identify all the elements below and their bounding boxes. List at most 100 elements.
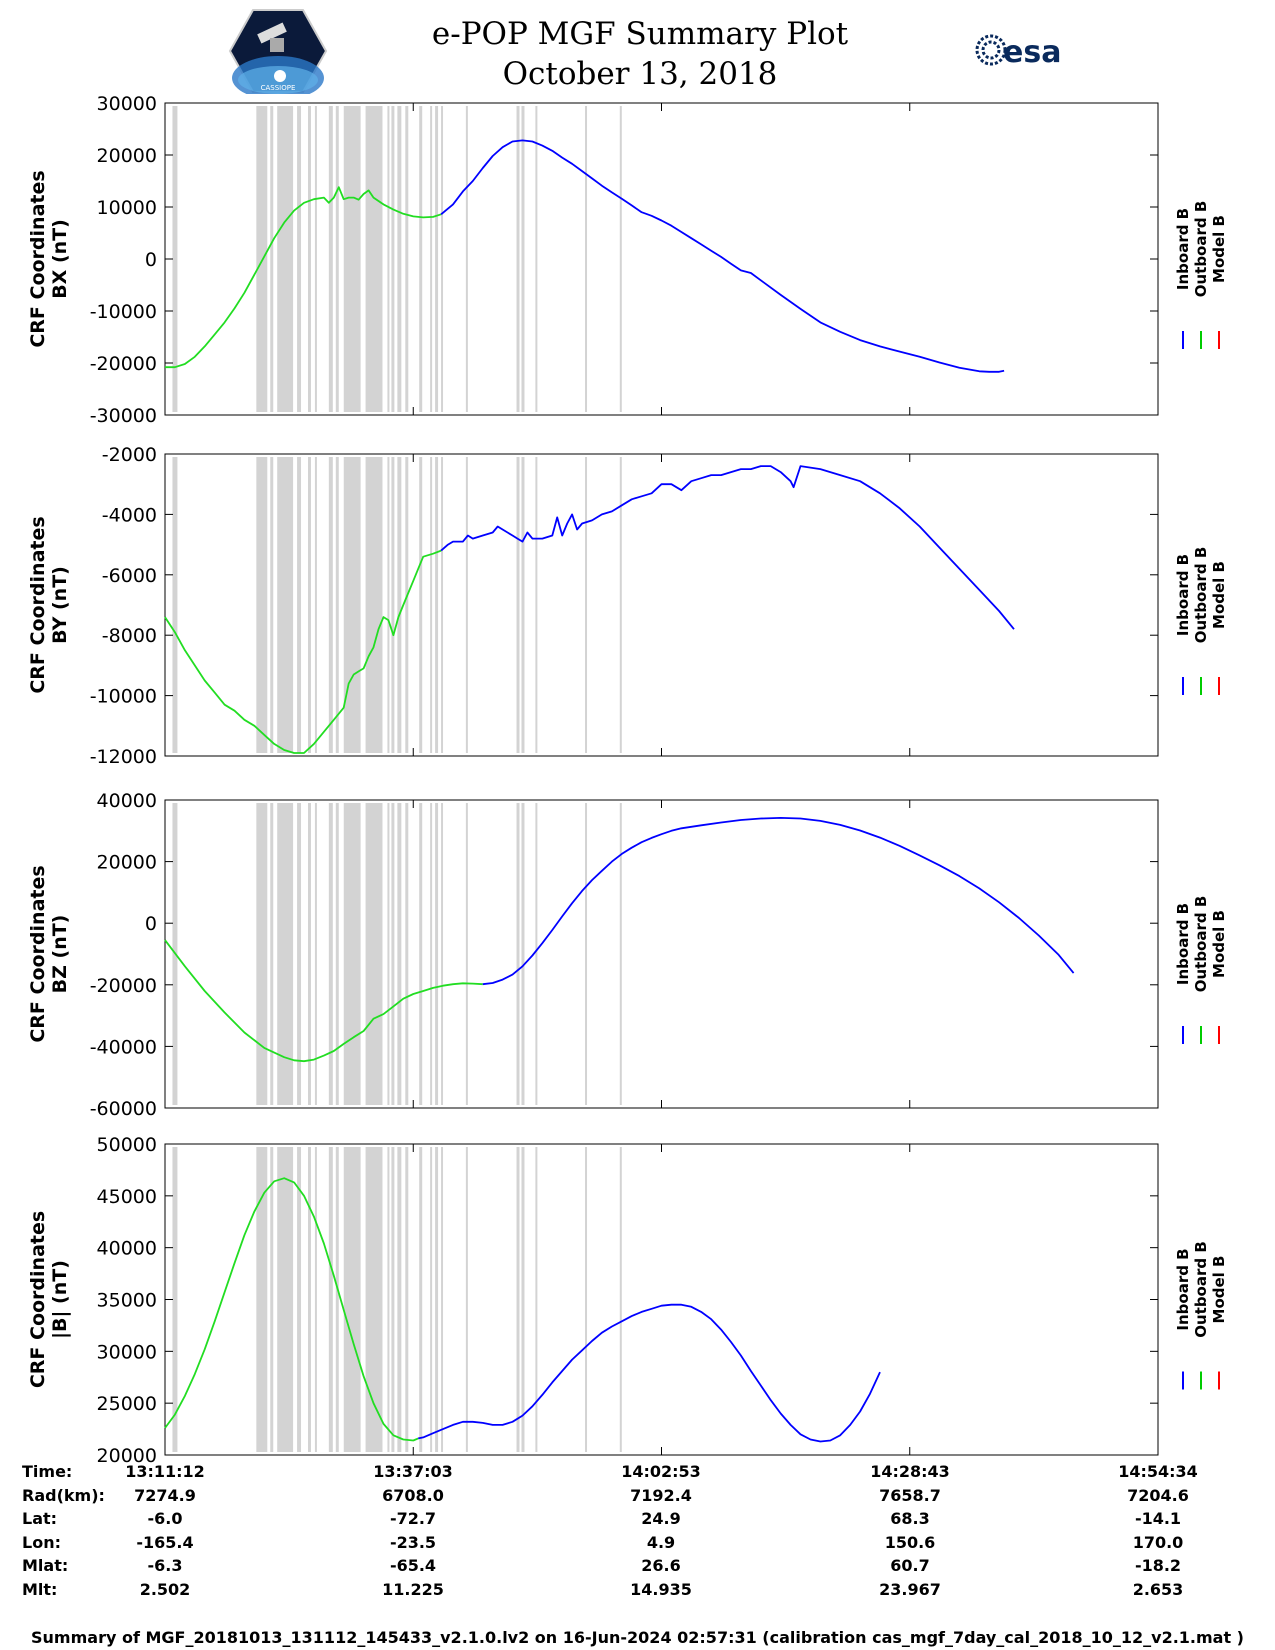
info-cell: 60.7	[890, 1556, 930, 1575]
data-gap-band	[435, 1147, 439, 1452]
data-gap-band	[343, 1147, 361, 1452]
series-line-inboard-b	[440, 465, 1015, 630]
data-gap-band	[397, 1147, 402, 1452]
y-tick-label: -20000	[90, 353, 157, 375]
y-tick-label: 0	[145, 913, 157, 935]
legend-label: Model B	[1210, 215, 1228, 283]
series-line-outboard-b	[164, 939, 483, 1063]
data-gap-band	[619, 106, 622, 412]
data-gap-band	[441, 457, 444, 753]
y-tick-label: -8000	[102, 625, 157, 647]
data-gap-band	[387, 457, 390, 753]
y-tick-label: -20000	[90, 975, 157, 997]
data-gap-band	[335, 1147, 339, 1452]
legend-label: Model B	[1210, 910, 1228, 978]
info-cell: 7274.9	[134, 1485, 196, 1505]
y-axis-label-line2: BZ (nT)	[49, 915, 71, 994]
data-gap-band	[535, 1147, 538, 1452]
data-gap-band	[172, 1147, 178, 1452]
info-cell: 4.9	[646, 1532, 676, 1552]
data-gap-band	[405, 803, 409, 1105]
data-gap-band	[516, 106, 520, 412]
y-tick-label: -60000	[90, 1098, 157, 1120]
y-axis-label: CRF CoordinatesBY (nT)	[27, 516, 71, 693]
y-tick-label: -10000	[90, 686, 157, 708]
data-gap-band	[277, 1147, 294, 1452]
info-cell: 7658.7	[879, 1485, 941, 1505]
data-gap-band	[430, 457, 433, 753]
data-gap-band	[516, 457, 520, 753]
data-gap-band	[172, 457, 178, 753]
y-tick-label: -30000	[90, 405, 157, 427]
data-gap-band	[397, 106, 402, 412]
data-gap-band	[365, 106, 383, 412]
legend-label: Model B	[1210, 561, 1228, 629]
y-tick-label: -12000	[90, 746, 157, 768]
series-line-inboard-b	[418, 1303, 881, 1443]
data-gap-band	[270, 106, 274, 412]
cassiope-logo-text: CASSIOPE	[261, 84, 296, 92]
data-gap-band	[435, 803, 439, 1105]
data-gap-band	[435, 106, 439, 412]
y-tick-label: -10000	[90, 301, 157, 323]
data-gap-band	[256, 1147, 268, 1452]
data-gap-band	[335, 803, 339, 1105]
y-tick-label: -4000	[102, 504, 157, 526]
panel-3: -60000 -40000 -20000 0 20000 40000 CRF Coordin…	[27, 790, 1228, 1120]
y-tick-label: 20000	[97, 852, 157, 874]
info-cell: 14:28:43	[870, 1462, 950, 1481]
y-tick-label: -2000	[102, 444, 157, 466]
data-gap-band	[328, 106, 333, 412]
data-gap-band	[307, 457, 311, 753]
info-cell: 14:02:53	[621, 1462, 701, 1481]
y-tick-label: 40000	[97, 1238, 157, 1260]
data-gap-band	[387, 803, 390, 1105]
data-gap-band	[516, 1147, 520, 1452]
y-tick-label: 30000	[97, 93, 157, 115]
data-gap-band	[465, 803, 468, 1105]
data-gap-band	[335, 457, 339, 753]
data-gap-band	[516, 803, 520, 1105]
data-gap-band	[419, 1147, 423, 1452]
data-gap-band	[343, 106, 361, 412]
data-gap-band	[172, 106, 178, 412]
y-axis-label-line2: BY (nT)	[49, 566, 71, 644]
data-gap-band	[521, 457, 525, 753]
data-gap-band	[270, 803, 274, 1105]
data-gap-band	[419, 803, 423, 1105]
data-gap-band	[585, 457, 588, 753]
y-axis-label: CRF Coordinates|B| (nT)	[27, 1211, 71, 1388]
info-cell: -6.0	[147, 1509, 183, 1528]
data-gap-band	[585, 1147, 588, 1452]
info-cell: 11.225	[382, 1579, 444, 1599]
info-row-label: Mlat:	[22, 1556, 69, 1575]
y-tick-label: 35000	[97, 1290, 157, 1312]
data-gap-band	[328, 803, 333, 1105]
info-row-label: Mlt:	[22, 1579, 58, 1599]
data-gap-band	[307, 106, 311, 412]
legend-label: Model B	[1210, 1256, 1228, 1324]
plot-date: October 13, 2018	[502, 56, 778, 92]
y-tick-label: 20000	[97, 145, 157, 167]
info-cell: -23.5	[389, 1532, 437, 1552]
legend-label: Outboard B	[1192, 896, 1210, 993]
data-gap-band	[297, 803, 302, 1105]
info-cell: -72.7	[389, 1509, 437, 1528]
data-gap-band	[619, 803, 622, 1105]
legend-label: Outboard B	[1192, 201, 1210, 298]
esa-logo-text: esa	[1003, 35, 1061, 70]
data-gap-band	[328, 1147, 333, 1452]
series-line-inboard-b	[440, 139, 1005, 373]
data-gap-band	[521, 1147, 525, 1452]
data-gap-band	[535, 457, 538, 753]
data-gap-band	[430, 106, 433, 412]
data-gap-band	[441, 106, 444, 412]
y-tick-label: -40000	[90, 1036, 157, 1058]
y-axis-label-line1: CRF Coordinates	[27, 1211, 49, 1388]
plot-frame	[164, 799, 1159, 1109]
y-axis-label-line1: CRF Coordinates	[27, 516, 49, 693]
data-gap-band	[314, 106, 317, 412]
data-gap-band	[619, 1147, 622, 1452]
info-cell: 7204.6	[1127, 1485, 1189, 1505]
